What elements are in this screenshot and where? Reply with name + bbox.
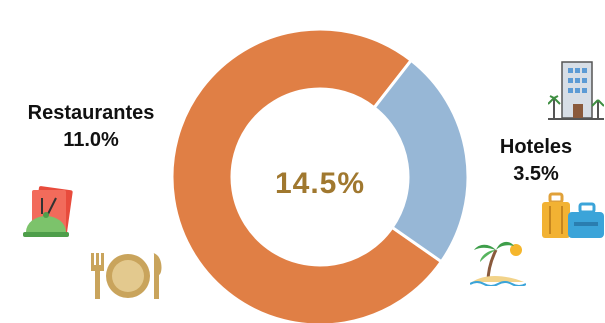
- menu-cloche-icon: [23, 186, 73, 237]
- plate-cutlery-icon: [91, 253, 162, 299]
- beach-palm-icon: [470, 241, 526, 286]
- center-total-label: 14.5%: [274, 167, 366, 200]
- restaurantes-name: Restaurantes: [27, 102, 155, 124]
- hoteles-name: Hoteles: [499, 136, 573, 158]
- donut-slice-hoteles: [372, 58, 470, 264]
- donut-slice-restaurantes: [170, 27, 444, 323]
- restaurantes-label: Restaurantes 11.0%: [4, 100, 178, 154]
- restaurantes-value: 11.0%: [63, 129, 119, 151]
- hotel-building-icon: [548, 61, 604, 120]
- hoteles-label: Hoteles 3.5%: [483, 134, 589, 188]
- luggage-icon: [542, 192, 604, 238]
- hoteles-value: 3.5%: [513, 163, 559, 185]
